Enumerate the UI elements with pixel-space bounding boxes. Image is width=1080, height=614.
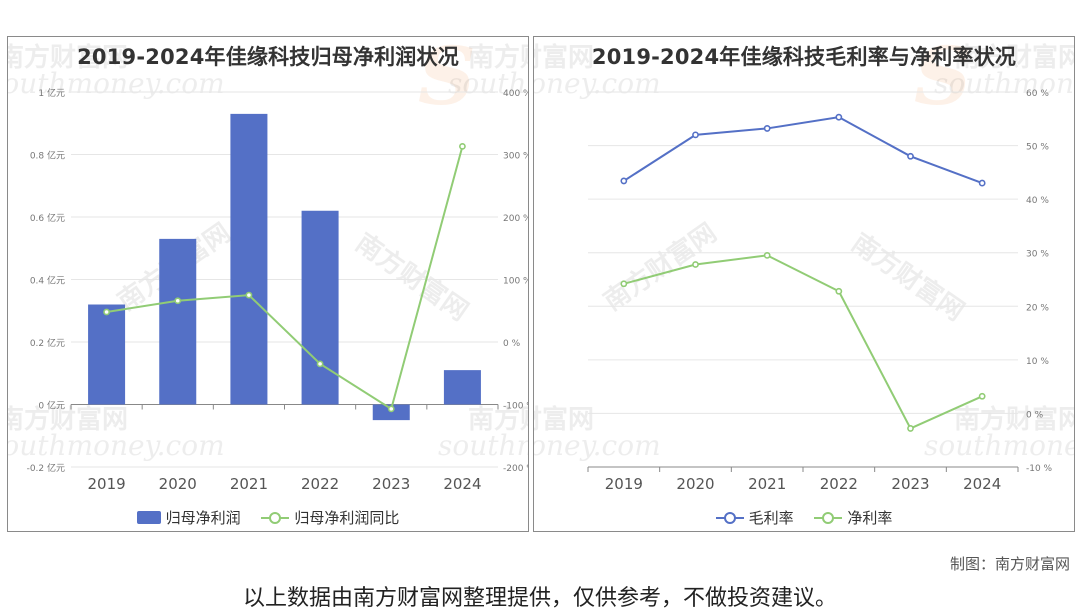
chart-credit: 制图：南方财富网 bbox=[949, 555, 1070, 573]
legend-line-swatch bbox=[261, 512, 290, 524]
y-tick-label-right: 40 % bbox=[1026, 196, 1049, 206]
x-tick-label: 2019 bbox=[87, 475, 125, 493]
point-gross-margin bbox=[835, 113, 843, 121]
y-tick-label-right: -10 % bbox=[1026, 464, 1053, 474]
legend-label: 净利率 bbox=[847, 509, 893, 527]
y-tick-label-left: 0.2 亿元 bbox=[30, 337, 65, 349]
margin-chart-panel: S 南方财富网 southmoney.com 南方财富网 southmoney.… bbox=[533, 36, 1075, 532]
y-tick-label-right: 10 % bbox=[1026, 357, 1049, 367]
bar-net-profit bbox=[88, 304, 126, 405]
legend-label: 毛利率 bbox=[748, 509, 794, 527]
x-tick-label: 2020 bbox=[159, 475, 197, 493]
chart-title: 2019-2024年佳缘科技毛利率与净利率状况 bbox=[591, 45, 1017, 69]
x-tick-label: 2022 bbox=[820, 475, 858, 493]
x-tick-label: 2023 bbox=[372, 475, 410, 493]
y-tick-label-right: 400 % bbox=[503, 89, 528, 99]
y-tick-label-right: 0 % bbox=[1026, 410, 1044, 420]
point-gross-margin bbox=[620, 177, 628, 185]
y-tick-label-right: -200 % bbox=[503, 464, 528, 474]
y-tick-label-right: 60 % bbox=[1026, 89, 1049, 99]
x-tick-label: 2020 bbox=[676, 475, 714, 493]
y-tick-label-right: -100 % bbox=[503, 402, 528, 412]
point-net-profit-yoy bbox=[103, 308, 110, 316]
y-tick-label-left: 0.6 亿元 bbox=[30, 212, 65, 224]
legend-item-net-profit-yoy[interactable]: 归母净利润同比 bbox=[261, 507, 399, 528]
y-tick-label-right: 30 % bbox=[1026, 250, 1049, 260]
point-gross-margin bbox=[692, 131, 699, 139]
x-tick-label: 2024 bbox=[443, 475, 481, 493]
point-net-profit-yoy bbox=[387, 405, 395, 413]
x-tick-label: 2021 bbox=[748, 475, 786, 493]
y-tick-label-right: 0 % bbox=[503, 339, 521, 349]
point-net-margin bbox=[692, 261, 699, 268]
legend-bar-swatch bbox=[136, 511, 161, 524]
x-tick-label: 2021 bbox=[230, 475, 268, 493]
point-net-margin bbox=[907, 425, 914, 432]
bar-net-profit bbox=[301, 210, 339, 405]
bar-net-profit bbox=[230, 113, 268, 405]
point-net-margin bbox=[763, 251, 771, 259]
x-tick-label: 2019 bbox=[605, 475, 643, 493]
line-net-profit-yoy bbox=[106, 146, 464, 411]
point-net-profit-yoy bbox=[174, 297, 182, 305]
point-gross-margin bbox=[907, 152, 914, 160]
point-net-margin bbox=[978, 392, 986, 400]
chart-legend: 毛利率 净利率 bbox=[534, 507, 1074, 528]
bar-net-profit bbox=[372, 404, 410, 421]
y-tick-label-left: 1 亿元 bbox=[38, 87, 65, 99]
chart-plot-area: -10 % 0 % 10 % 20 % 30 % 40 % 50 % 60 % 2019 2020… bbox=[587, 89, 1053, 493]
y-tick-label-right: 20 % bbox=[1026, 303, 1049, 313]
x-tick-label: 2022 bbox=[301, 475, 339, 493]
y-tick-label-left: 0.8 亿元 bbox=[30, 150, 65, 162]
legend-item-gross-margin[interactable]: 毛利率 bbox=[715, 507, 794, 528]
point-net-profit-yoy bbox=[316, 360, 324, 368]
disclaimer-text: 以上数据由南方财富网整理提供，仅供参考，不做投资建议。 bbox=[242, 586, 837, 611]
legend-item-net-profit[interactable]: 归母净利润 bbox=[136, 507, 241, 528]
legend-label: 归母净利润 bbox=[165, 509, 241, 527]
point-net-profit-yoy bbox=[245, 291, 253, 299]
x-tick-label: 2023 bbox=[891, 475, 929, 493]
y-tick-label-right: 200 % bbox=[503, 214, 528, 224]
line-net-margin bbox=[623, 254, 983, 430]
point-gross-margin bbox=[978, 179, 986, 187]
point-net-margin bbox=[620, 280, 628, 288]
net-profit-chart-panel: S 南方财富网 southmoney.com 南方财富网 southmoney.… bbox=[7, 36, 529, 532]
y-tick-label-right: 100 % bbox=[503, 277, 528, 287]
bar-net-profit bbox=[159, 238, 197, 405]
legend-item-net-margin[interactable]: 净利率 bbox=[814, 507, 892, 528]
bar-net-profit bbox=[443, 370, 481, 405]
legend-label: 归母净利润同比 bbox=[294, 509, 400, 527]
chart-plot-area: -0.2 亿元 0 亿元 0.2 亿元 0.4 亿元 0.6 亿元 0.8 亿元 1 亿元 -… bbox=[27, 87, 528, 493]
y-tick-label-left: 0.4 亿元 bbox=[30, 275, 65, 287]
legend-line-swatch bbox=[814, 512, 843, 524]
legend-line-swatch bbox=[715, 512, 744, 524]
y-tick-label-right: 50 % bbox=[1026, 143, 1049, 153]
x-tick-label: 2024 bbox=[963, 475, 1001, 493]
y-tick-label-right: 300 % bbox=[503, 152, 528, 162]
point-net-profit-yoy bbox=[459, 142, 466, 150]
line-gross-margin bbox=[623, 116, 983, 185]
chart-title: 2019-2024年佳缘科技归母净利润状况 bbox=[77, 45, 459, 69]
y-tick-label-left: -0.2 亿元 bbox=[27, 462, 65, 474]
y-tick-label-left: 0 亿元 bbox=[38, 400, 65, 412]
point-net-margin bbox=[835, 287, 843, 295]
chart-legend: 归母净利润 归母净利润同比 bbox=[8, 507, 528, 528]
point-gross-margin bbox=[763, 125, 771, 132]
